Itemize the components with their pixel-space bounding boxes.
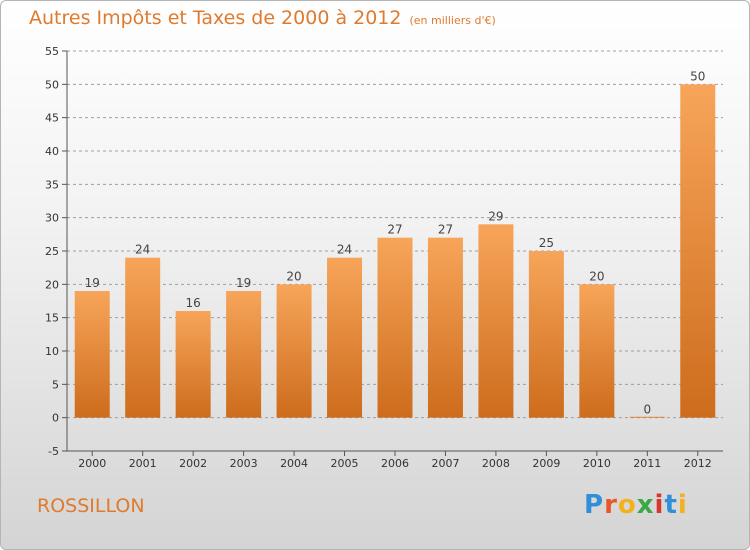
x-tick-label: 2000 bbox=[78, 457, 106, 470]
bar bbox=[226, 291, 262, 418]
y-tick-label: 30 bbox=[45, 212, 59, 225]
y-tick-label: 45 bbox=[45, 112, 59, 125]
bar bbox=[327, 257, 363, 418]
y-tick-label: -5 bbox=[48, 445, 59, 458]
bar bbox=[579, 284, 615, 418]
x-tick-label: 2006 bbox=[381, 457, 409, 470]
bar-value-label: 16 bbox=[186, 296, 201, 310]
bar-value-label: 50 bbox=[690, 69, 705, 83]
y-tick-label: 15 bbox=[45, 312, 59, 325]
x-tick-label: 2001 bbox=[129, 457, 157, 470]
y-tick-label: 10 bbox=[45, 345, 59, 358]
y-tick-label: 5 bbox=[52, 378, 59, 391]
axes: -5 0 5 10 15 20 25 30 35 40 45 50 55 2000 2001 2002 2003… bbox=[45, 45, 723, 470]
bar bbox=[74, 291, 110, 418]
x-tick-label: 2007 bbox=[431, 457, 459, 470]
proxiti-logo: Proxiti bbox=[584, 490, 688, 520]
logo-letter: i bbox=[654, 490, 665, 520]
bars bbox=[74, 84, 716, 418]
bar-value-label: 20 bbox=[589, 269, 604, 283]
data-labels: 19 24 16 19 20 24 27 27 29 25 20 0 50 bbox=[85, 69, 706, 416]
bar-value-label: 25 bbox=[539, 236, 554, 250]
logo-letter: r bbox=[604, 490, 618, 520]
chart-title: Autres Impôts et Taxes de 2000 à 2012 (en… bbox=[29, 7, 496, 29]
y-tick-label: 25 bbox=[45, 245, 59, 258]
chart-subtitle: (en milliers d'€) bbox=[409, 14, 496, 27]
bar-value-label: 27 bbox=[387, 223, 402, 237]
x-tick-label: 2002 bbox=[179, 457, 207, 470]
commune-name: ROSSILLON bbox=[37, 495, 145, 517]
bar bbox=[276, 284, 312, 418]
y-tick-label: 40 bbox=[45, 145, 59, 158]
x-tick-label: 2004 bbox=[280, 457, 308, 470]
x-tick-label: 2009 bbox=[532, 457, 560, 470]
y-tick-label: 0 bbox=[52, 412, 59, 425]
logo-letter: i bbox=[677, 490, 688, 520]
x-tick-label: 2011 bbox=[633, 457, 661, 470]
x-tick-label: 2008 bbox=[482, 457, 510, 470]
logo-letter: P bbox=[584, 490, 605, 520]
bar bbox=[629, 416, 665, 418]
x-tick-label: 2005 bbox=[331, 457, 359, 470]
logo-letter: x bbox=[636, 490, 655, 520]
bar bbox=[175, 311, 211, 418]
bar bbox=[125, 257, 161, 418]
y-tick-label: 55 bbox=[45, 45, 59, 58]
bar-value-label: 24 bbox=[337, 243, 352, 257]
bar-value-label: 24 bbox=[135, 243, 150, 257]
bar bbox=[478, 224, 514, 418]
logo-letter: t bbox=[664, 490, 678, 520]
bar-value-label: 27 bbox=[438, 223, 453, 237]
bar-value-label: 0 bbox=[643, 403, 651, 417]
bar-value-label: 20 bbox=[286, 269, 301, 283]
bar bbox=[427, 237, 463, 418]
y-tick-label: 20 bbox=[45, 278, 59, 291]
bar-value-label: 19 bbox=[236, 276, 251, 290]
logo-letter: o bbox=[617, 490, 637, 520]
bar bbox=[528, 251, 564, 418]
x-tick-label: 2012 bbox=[684, 457, 712, 470]
y-tick-label: 50 bbox=[45, 78, 59, 91]
y-tick-label: 35 bbox=[45, 178, 59, 191]
bar-value-label: 29 bbox=[488, 209, 503, 223]
x-tick-label: 2010 bbox=[583, 457, 611, 470]
bar bbox=[377, 237, 413, 418]
bar-value-label: 19 bbox=[85, 276, 100, 290]
title-text: Autres Impôts et Taxes de 2000 à 2012 bbox=[29, 7, 402, 29]
bar bbox=[680, 84, 716, 418]
x-tick-label: 2003 bbox=[230, 457, 258, 470]
